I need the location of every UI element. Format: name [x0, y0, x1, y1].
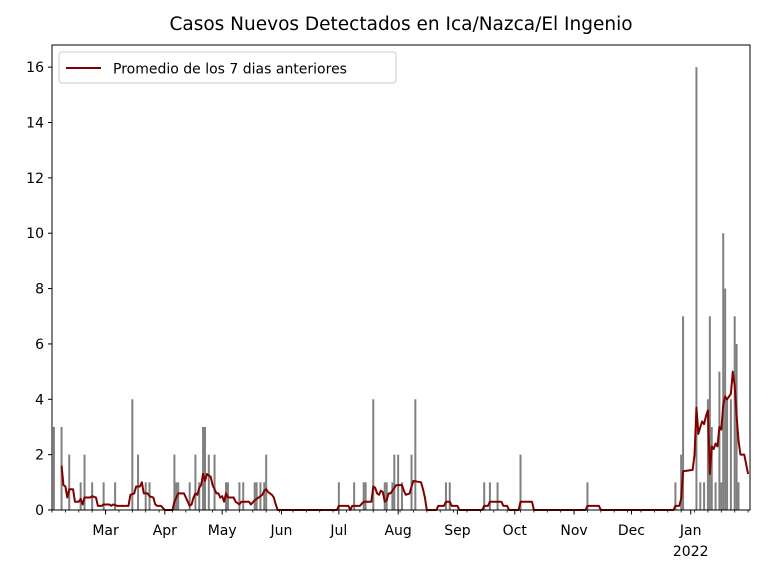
bar [391, 482, 394, 510]
y-tick-label: 6 [35, 337, 44, 353]
bar [444, 482, 447, 510]
bar [188, 482, 191, 510]
bar [364, 482, 367, 510]
bar [483, 482, 486, 510]
x-tick-label: Oct [503, 523, 528, 539]
y-tick-label: 0 [35, 503, 44, 519]
bar [674, 482, 677, 510]
bar [722, 233, 725, 510]
bar [213, 454, 216, 510]
bar [400, 482, 403, 510]
y-tick-label: 8 [35, 282, 44, 298]
bar [265, 454, 268, 510]
bar [729, 399, 732, 510]
x-tick-label: Aug [384, 523, 411, 539]
bar [173, 454, 176, 510]
x-tick-label: Apr [153, 523, 177, 539]
bar [414, 399, 417, 510]
bar [52, 426, 55, 510]
bar [203, 426, 206, 510]
y-tick-label: 2 [35, 448, 44, 464]
y-tick-label: 12 [26, 171, 44, 187]
x-tick-label: May [208, 523, 237, 539]
x-tick-label: Nov [560, 523, 587, 539]
bar [353, 482, 356, 510]
rolling-average-line [60, 370, 750, 511]
bar [242, 482, 245, 510]
bar [177, 482, 180, 510]
bar [706, 399, 709, 510]
plot-frame [51, 44, 751, 511]
y-tick-label: 10 [26, 226, 44, 242]
bar [385, 482, 388, 510]
x-tick-label: Mar [92, 523, 119, 539]
bar [710, 426, 713, 510]
bar [737, 482, 740, 510]
bar [383, 482, 386, 510]
bar [372, 399, 375, 510]
x-tick-label: Jul [329, 523, 347, 539]
bar [114, 482, 117, 510]
bar [519, 454, 522, 510]
bar [682, 316, 685, 510]
y-tick-label: 14 [26, 116, 44, 132]
bar [714, 482, 717, 510]
bar [393, 454, 396, 510]
bar [337, 482, 340, 510]
x-tick-label: Dec [618, 523, 645, 539]
bar [102, 482, 105, 510]
bar [448, 482, 451, 510]
x-tick-label: Sep [444, 523, 471, 539]
bar [362, 482, 365, 510]
bar [695, 67, 698, 510]
bar [198, 482, 201, 510]
bar [488, 482, 491, 510]
y-tick-label: 16 [26, 60, 44, 76]
bar [263, 482, 266, 510]
y-tick-label: 4 [35, 392, 44, 408]
x-tick-label: Jan [679, 523, 702, 539]
bar [194, 454, 197, 510]
bar [255, 482, 258, 510]
bar [131, 399, 134, 510]
bar [496, 482, 499, 510]
bar [680, 454, 683, 510]
chart-title: Casos Nuevos Detectados en Ica/Nazca/El … [169, 14, 633, 35]
bar [79, 482, 82, 510]
bar [586, 482, 589, 510]
bar [703, 482, 706, 510]
bar [83, 454, 86, 510]
x-tick-label: Jun [270, 523, 293, 539]
bar [202, 426, 205, 510]
bar [733, 316, 736, 510]
x-tick-year-label: 2022 [673, 544, 709, 560]
bar [718, 371, 721, 510]
bar [720, 482, 723, 510]
bar [238, 482, 241, 510]
bar [708, 316, 711, 510]
bar [207, 454, 210, 510]
bar [68, 454, 71, 510]
bar [699, 482, 702, 510]
bar [144, 482, 147, 510]
bar [137, 454, 140, 510]
legend-box [58, 51, 397, 84]
bar [410, 454, 413, 510]
bar [397, 454, 400, 510]
bar [726, 399, 729, 510]
legend-label: Promedio de los 7 dias anteriores [113, 62, 347, 78]
bar [253, 482, 256, 510]
